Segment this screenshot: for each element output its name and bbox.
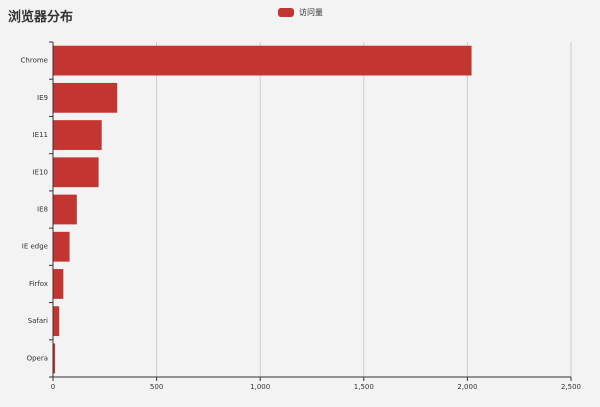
x-tick-label: 0 bbox=[51, 383, 55, 391]
bar[interactable] bbox=[53, 82, 118, 113]
y-tick-label: IE9 bbox=[37, 94, 48, 102]
legend-swatch bbox=[278, 7, 294, 17]
bar[interactable] bbox=[53, 194, 77, 225]
bar[interactable] bbox=[53, 306, 60, 337]
chart-title: 浏览器分布 bbox=[8, 10, 74, 25]
legend-label: 访问量 bbox=[299, 7, 323, 17]
y-tick-label: IE10 bbox=[33, 168, 48, 176]
x-tick-label: 2,000 bbox=[457, 383, 477, 391]
y-tick-label: Opera bbox=[27, 354, 48, 362]
bar[interactable] bbox=[53, 343, 56, 374]
bar[interactable] bbox=[53, 231, 70, 262]
bar[interactable] bbox=[53, 45, 472, 76]
y-tick-label: IE edge bbox=[22, 243, 48, 251]
bar[interactable] bbox=[53, 269, 64, 299]
y-tick-label: Safari bbox=[28, 317, 48, 325]
y-tick-label: Chrome bbox=[21, 57, 48, 65]
bar[interactable] bbox=[53, 157, 99, 188]
x-tick-label: 1,000 bbox=[250, 383, 270, 391]
x-tick-label: 1,500 bbox=[354, 383, 374, 391]
x-tick-label: 500 bbox=[150, 383, 163, 391]
y-tick-label: IE8 bbox=[37, 206, 48, 214]
y-tick-label: Firfox bbox=[29, 280, 48, 288]
bar[interactable] bbox=[53, 120, 102, 150]
y-tick-label: IE11 bbox=[33, 131, 48, 139]
legend-item[interactable]: 访问量 bbox=[278, 6, 323, 18]
x-tick-label: 2,500 bbox=[561, 383, 581, 391]
